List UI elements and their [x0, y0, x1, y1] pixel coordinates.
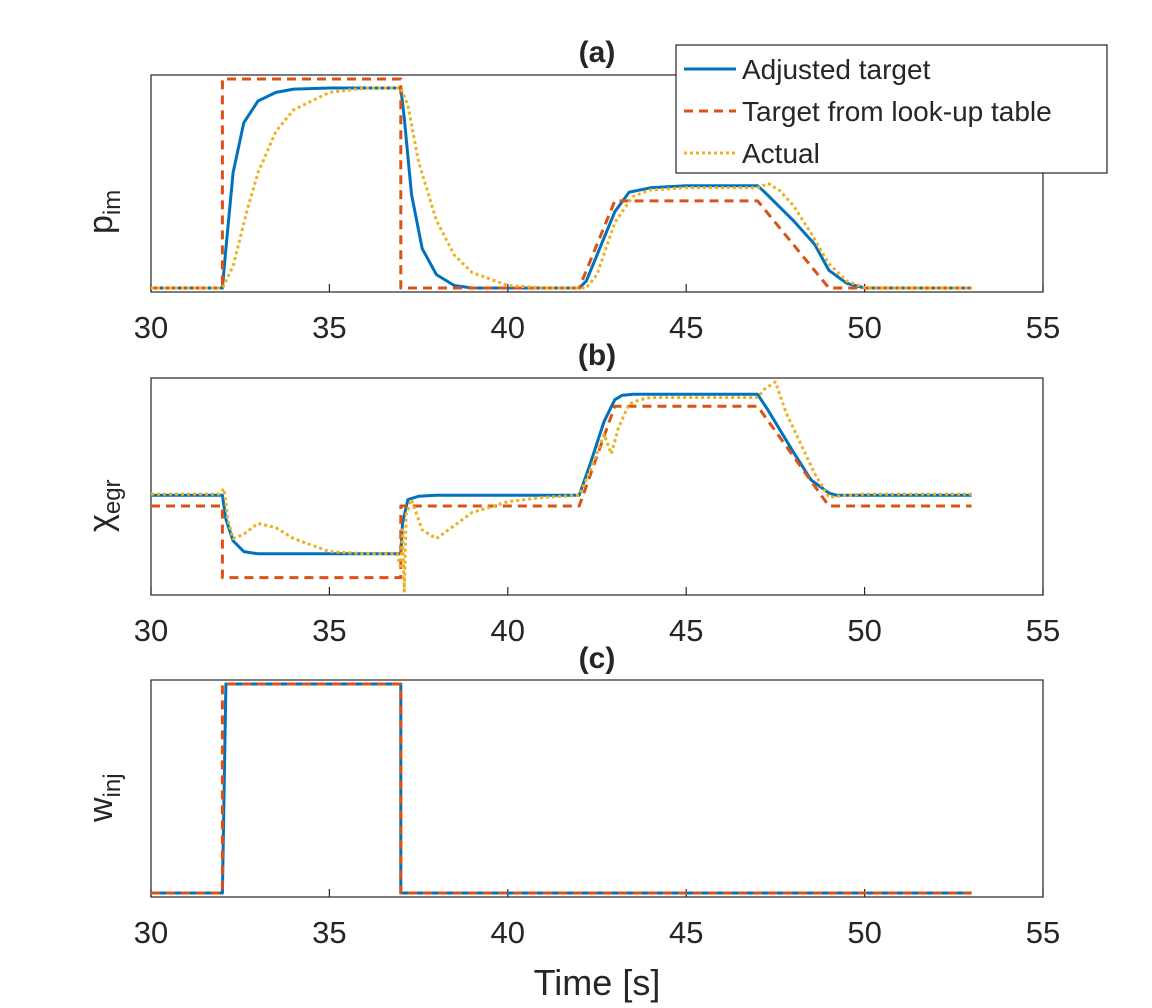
panel-b: (b) χegr 30 35 40 45 50 55 — [82, 339, 1060, 648]
panel-b-xtick-label: 40 — [491, 613, 525, 648]
panel-b-series-actual — [151, 380, 972, 593]
panel-a-ylabel: pim — [82, 190, 126, 234]
panel-a-xtick-label: 40 — [491, 310, 525, 345]
panel-a-xtick-label: 30 — [134, 310, 168, 345]
panel-b-xtick-label: 35 — [312, 613, 346, 648]
panel-a-series-target-from-look-up-table — [151, 77, 972, 290]
panel-c: (c) winj Time [s] 30 35 40 45 50 55 — [82, 642, 1060, 1003]
panel-c-xtick-label: 45 — [669, 915, 703, 950]
panel-c-series-adjusted-target — [151, 682, 972, 895]
panel-b-xtick-label: 45 — [669, 613, 703, 648]
panel-b-xtick-label: 55 — [1026, 613, 1060, 648]
panel-a-xtick-label: 45 — [669, 310, 703, 345]
panel-a-xtick-label: 55 — [1026, 310, 1060, 345]
panel-c-xtick-label: 30 — [134, 915, 168, 950]
panel-a-xtick-label: 35 — [312, 310, 346, 345]
panel-c-title: (c) — [579, 642, 616, 675]
panel-c-xtick-label: 50 — [847, 915, 881, 950]
panel-a-series-actual — [151, 86, 972, 290]
panel-c-xtick-label: 55 — [1026, 915, 1060, 950]
panel-c-axes-box — [150, 679, 1044, 898]
panel-a-xtick-label: 50 — [847, 310, 881, 345]
panel-b-title: (b) — [578, 339, 616, 372]
legend-label-lookup: Target from look-up table — [742, 96, 1052, 127]
legend-label-adjusted: Adjusted target — [742, 54, 931, 85]
panel-c-ylabel: winj — [82, 773, 126, 823]
legend-label-actual: Actual — [742, 138, 820, 169]
panel-a-title: (a) — [579, 36, 616, 69]
legend-box — [675, 44, 1108, 174]
panel-c-xtick-label: 35 — [312, 915, 346, 950]
panel-b-xtick-label: 50 — [847, 613, 881, 648]
panel-b-series-adjusted-target — [151, 392, 972, 556]
panel-b-xtick-label: 30 — [134, 613, 168, 648]
legend: Adjusted target Target from look-up tabl… — [675, 44, 1108, 174]
panel-b-series-target-from-look-up-table — [151, 404, 972, 580]
panel-b-axes-box — [150, 377, 1044, 596]
x-axis-label: Time [s] — [534, 962, 661, 1003]
panel-b-ylabel: χegr — [82, 479, 126, 532]
panel-c-xtick-label: 40 — [491, 915, 525, 950]
panel-a-series-adjusted-target — [151, 86, 972, 290]
